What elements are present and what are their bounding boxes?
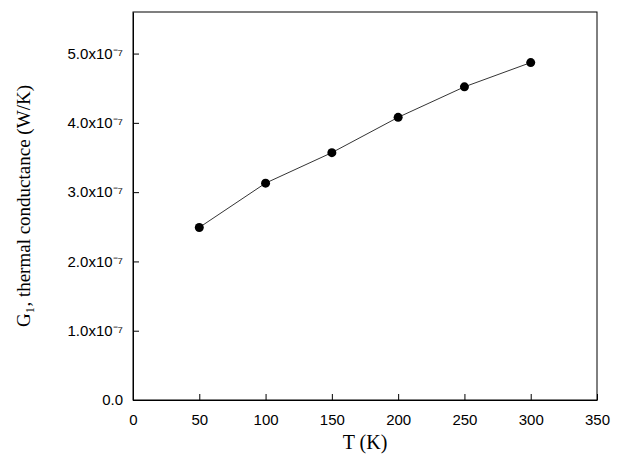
y-tick-mark — [133, 400, 139, 401]
x-tick-mark — [531, 394, 532, 400]
data-point — [526, 58, 535, 67]
y-tick: 3.0x10⁻⁷ — [68, 183, 139, 200]
y-tick-mark — [133, 54, 139, 55]
x-tick: 200 — [386, 394, 411, 428]
y-axis-line — [133, 13, 134, 401]
y-tick-label: 3.0x10⁻⁷ — [68, 183, 123, 200]
plot-frame — [133, 12, 597, 400]
y-tick: 0.0 — [102, 391, 139, 408]
plot-area: 0 50 100 150 200 250 300 350 0.0 1.0x10⁻⁷ 2.0x10⁻⁷… — [68, 12, 610, 428]
data-group — [195, 58, 535, 232]
x-tick-label: 0 — [129, 411, 137, 428]
y-tick: 1.0x10⁻⁷ — [68, 322, 139, 339]
x-tick-label: 200 — [386, 411, 411, 428]
data-point — [261, 179, 270, 188]
chart: 0 50 100 150 200 250 300 350 0.0 1.0x10⁻⁷ 2.0x10⁻⁷… — [0, 0, 618, 461]
y-tick-mark — [133, 192, 139, 193]
x-axis: 0 50 100 150 200 250 300 350 — [129, 394, 610, 428]
y-tick: 5.0x10⁻⁷ — [68, 45, 139, 62]
x-tick-label: 250 — [452, 411, 477, 428]
x-tick-label: 100 — [254, 411, 279, 428]
data-point — [394, 113, 403, 122]
data-point — [327, 148, 336, 157]
y-tick-label: 1.0x10⁻⁷ — [68, 322, 123, 339]
x-tick-mark — [266, 394, 267, 400]
y-tick-mark — [133, 331, 139, 332]
data-line — [199, 63, 530, 228]
y-tick-mark — [133, 123, 139, 124]
x-axis-title: T (K) — [343, 431, 388, 454]
x-tick-label: 150 — [320, 411, 345, 428]
y-tick-label: 5.0x10⁻⁷ — [68, 45, 123, 62]
x-tick-mark — [464, 394, 465, 400]
x-tick-label: 50 — [191, 411, 208, 428]
y-axis: 0.0 1.0x10⁻⁷ 2.0x10⁻⁷ 3.0x10⁻⁷ 4.0x10⁻⁷ 5.0x1… — [68, 13, 139, 409]
x-tick: 150 — [320, 394, 345, 428]
x-tick: 300 — [519, 394, 544, 428]
x-tick-label: 300 — [519, 411, 544, 428]
y-tick-label: 4.0x10⁻⁷ — [68, 114, 123, 131]
x-tick-label: 350 — [585, 411, 610, 428]
x-tick-mark — [597, 394, 598, 400]
y-tick-label: 0.0 — [102, 391, 123, 408]
x-tick: 100 — [254, 394, 279, 428]
y-axis-title: G₁, thermal conductance (W/K) — [13, 85, 35, 327]
y-tick: 2.0x10⁻⁷ — [68, 253, 139, 270]
x-tick: 250 — [452, 394, 477, 428]
data-point — [460, 82, 469, 91]
x-tick: 50 — [191, 394, 208, 428]
x-tick-mark — [398, 394, 399, 400]
x-tick-mark — [332, 394, 333, 400]
x-tick-mark — [199, 394, 200, 400]
y-tick: 4.0x10⁻⁷ — [68, 114, 139, 131]
x-tick: 350 — [585, 394, 610, 428]
y-tick-label: 2.0x10⁻⁷ — [68, 253, 123, 270]
x-axis-line — [134, 400, 598, 401]
y-tick-mark — [133, 261, 139, 262]
data-point — [195, 223, 204, 232]
